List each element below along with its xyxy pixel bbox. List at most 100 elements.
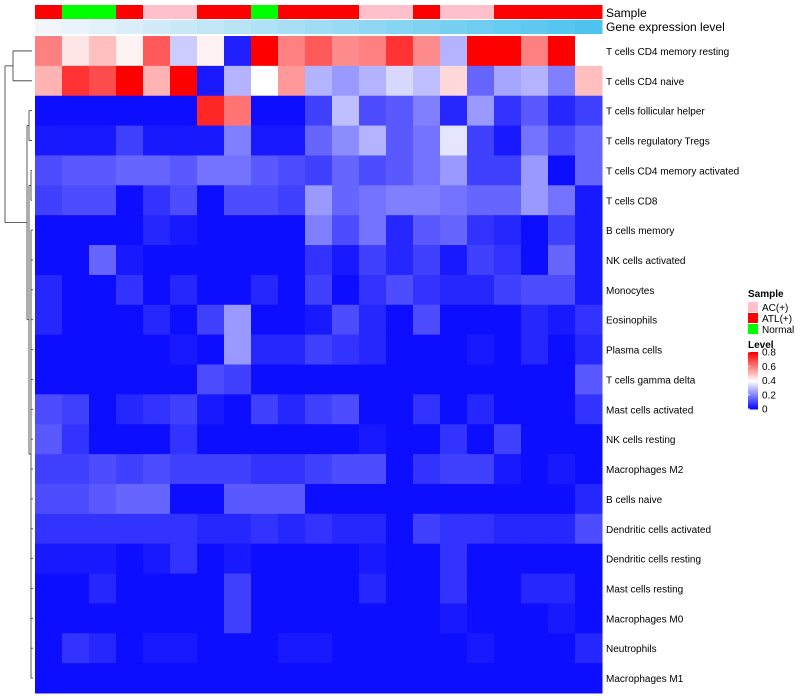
- heatmap-cell: [413, 215, 441, 246]
- heatmap-cell: [89, 215, 117, 246]
- heatmap-cell: [143, 513, 171, 545]
- heatmap-cell: [467, 185, 495, 216]
- level-legend-bar-segment: [748, 390, 758, 393]
- heatmap-cell: [305, 364, 333, 395]
- heatmap-cell: [413, 36, 441, 67]
- heatmap-cell: [332, 65, 360, 97]
- sample-annotation-cell: [305, 5, 333, 19]
- heatmap-cell: [386, 36, 414, 67]
- heatmap-cell: [386, 424, 414, 455]
- heatmap-cell: [359, 364, 387, 395]
- heatmap-cell: [575, 573, 603, 604]
- heatmap-cell: [116, 483, 144, 515]
- heatmap-cell: [359, 334, 387, 365]
- expression-annotation-cell: [35, 20, 63, 34]
- heatmap-cell: [116, 245, 144, 276]
- heatmap-cell: [575, 36, 603, 67]
- heatmap-cell: [62, 394, 90, 425]
- heatmap-cell: [251, 573, 279, 604]
- level-legend-bar-segment: [748, 394, 758, 397]
- heatmap-cell: [197, 543, 225, 575]
- heatmap-cell: [332, 394, 360, 425]
- heatmap-cell: [62, 513, 90, 545]
- row-label: Mast cells activated: [606, 405, 693, 416]
- heatmap-cell: [224, 663, 252, 694]
- heatmap-cell: [467, 125, 495, 156]
- heatmap-cell: [305, 125, 333, 156]
- heatmap-cell: [413, 155, 441, 186]
- heatmap-cell: [386, 663, 414, 694]
- level-legend-bar-segment: [748, 376, 758, 379]
- heatmap-cell: [440, 573, 468, 604]
- heatmap-cell: [413, 483, 441, 515]
- heatmap-cell: [467, 633, 495, 664]
- heatmap-cell: [386, 185, 414, 216]
- heatmap-cell: [413, 245, 441, 276]
- heatmap-cell: [332, 364, 360, 395]
- level-legend-bar-segment: [748, 407, 758, 410]
- heatmap-cell: [332, 245, 360, 276]
- heatmap-cell: [521, 215, 549, 246]
- level-legend-bar-segment: [748, 401, 758, 404]
- heatmap-cell: [224, 304, 252, 336]
- heatmap-cell: [197, 155, 225, 186]
- heatmap-cell: [386, 543, 414, 575]
- sample-legend-title: Sample: [748, 289, 784, 300]
- heatmap-cell: [278, 155, 306, 186]
- heatmap-cell: [116, 155, 144, 186]
- heatmap-cell: [116, 185, 144, 216]
- heatmap-cell: [575, 454, 603, 485]
- heatmap-cell: [35, 454, 63, 485]
- heatmap-cell: [305, 483, 333, 515]
- heatmap-cell: [575, 334, 603, 365]
- heatmap-cell: [359, 304, 387, 336]
- heatmap-cell: [143, 36, 171, 67]
- heatmap-cell: [89, 603, 117, 634]
- heatmap-cell: [278, 334, 306, 365]
- heatmap-cell: [116, 364, 144, 395]
- level-legend-label: 0: [762, 405, 768, 416]
- heatmap-cell: [413, 274, 441, 306]
- heatmap-cell: [170, 334, 198, 365]
- heatmap-cell: [278, 663, 306, 694]
- heatmap-cell: [305, 394, 333, 425]
- heatmap-cell: [116, 543, 144, 575]
- heatmap-cell: [332, 483, 360, 515]
- heatmap-cell: [386, 364, 414, 395]
- heatmap-cell: [89, 394, 117, 425]
- expression-annotation-cell: [440, 20, 468, 34]
- heatmap-cell: [251, 454, 279, 485]
- heatmap-cell: [494, 364, 522, 395]
- heatmap-cell: [170, 483, 198, 515]
- heatmap-cell: [62, 334, 90, 365]
- heatmap-cell: [35, 245, 63, 276]
- heatmap-cell: [170, 364, 198, 395]
- heatmap-cell: [278, 603, 306, 634]
- heatmap-cell: [197, 65, 225, 97]
- heatmap-cell: [35, 65, 63, 97]
- heatmap-cell: [440, 334, 468, 365]
- heatmap-cell: [332, 663, 360, 694]
- heatmap-cell: [467, 483, 495, 515]
- heatmap-cell: [251, 424, 279, 455]
- heatmap-cell: [359, 543, 387, 575]
- heatmap-cell: [521, 573, 549, 604]
- heatmap-cell: [467, 424, 495, 455]
- heatmap-cell: [413, 334, 441, 365]
- heatmap-cell: [521, 603, 549, 634]
- heatmap-cell: [494, 304, 522, 336]
- heatmap-cell: [143, 334, 171, 365]
- heatmap-cell: [359, 573, 387, 604]
- heatmap-cell: [62, 125, 90, 156]
- heatmap-cell: [332, 155, 360, 186]
- heatmap-cell: [332, 633, 360, 664]
- expression-track-label: Gene expression level: [606, 20, 725, 34]
- heatmap-cell: [359, 274, 387, 306]
- heatmap-cell: [35, 663, 63, 694]
- heatmap-cell: [35, 424, 63, 455]
- heatmap-cell: [170, 36, 198, 67]
- heatmap-cell: [251, 185, 279, 216]
- heatmap-cell: [575, 245, 603, 276]
- heatmap-cell: [440, 394, 468, 425]
